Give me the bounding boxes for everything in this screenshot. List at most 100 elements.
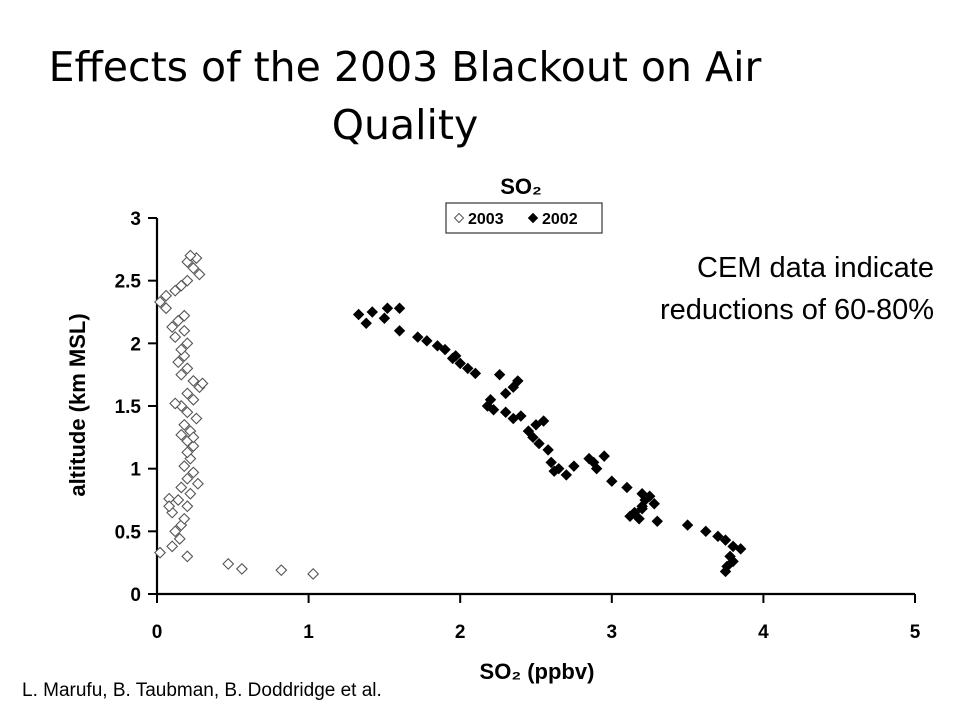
data-point-2003 — [160, 302, 173, 315]
legend-marker-2003 — [453, 212, 465, 224]
data-point-2002 — [648, 498, 660, 510]
data-point-2002 — [412, 331, 424, 343]
x-tick-label: 0 — [152, 622, 163, 643]
data-point-2002 — [462, 362, 474, 375]
data-point-2003 — [181, 446, 194, 459]
data-point-2002 — [366, 306, 378, 318]
data-point-2002 — [439, 343, 451, 356]
author-credit: L. Marufu, B. Taubman, B. Doddridge et a… — [22, 680, 382, 701]
data-point-2003 — [181, 337, 194, 350]
legend-label-2003: 2003 — [468, 211, 504, 228]
data-point-2003 — [178, 324, 191, 337]
data-point-2003 — [196, 377, 209, 390]
data-point-2002 — [537, 415, 550, 427]
data-point-2002 — [449, 350, 462, 362]
data-point-2002 — [651, 515, 663, 528]
data-point-2003 — [187, 393, 200, 406]
legend-label-2002: 2002 — [542, 211, 578, 228]
y-tick-label: 2.5 — [115, 272, 142, 293]
data-point-2003 — [154, 295, 167, 308]
data-point-2002 — [700, 525, 712, 538]
data-point-2003 — [181, 550, 194, 563]
data-point-2002 — [421, 335, 433, 347]
data-point-2003 — [175, 343, 188, 356]
data-point-2003 — [181, 472, 194, 485]
data-point-2003 — [187, 431, 200, 444]
x-tick-label: 4 — [758, 622, 769, 643]
data-point-2002 — [636, 503, 648, 515]
data-point-2003 — [175, 368, 188, 381]
data-point-2002 — [681, 519, 694, 531]
x-tick-label: 2 — [455, 622, 466, 643]
marks-layer — [154, 249, 747, 580]
data-point-2002 — [548, 465, 560, 477]
legend-box — [445, 202, 603, 234]
data-point-2003 — [235, 562, 248, 575]
data-point-2002 — [624, 510, 636, 523]
data-point-2002 — [507, 412, 519, 425]
x-tick-label: 5 — [910, 622, 921, 643]
y-tick-label: 1.5 — [115, 397, 142, 418]
data-point-2002 — [533, 437, 545, 450]
data-point-2003 — [181, 500, 194, 513]
data-point-2002 — [727, 555, 739, 568]
data-point-2003 — [160, 289, 173, 302]
slide-title-line-1: Effects of the 2003 Blackout on Air — [48, 43, 762, 91]
data-point-2002 — [527, 431, 539, 444]
data-point-2003 — [222, 557, 235, 570]
data-point-2002 — [487, 404, 500, 416]
data-point-2003 — [172, 494, 185, 506]
data-point-2003 — [166, 321, 179, 334]
callout-line-2: reductions of 60-80% — [659, 294, 934, 326]
data-point-2002 — [378, 312, 391, 324]
data-point-2002 — [598, 450, 610, 462]
data-point-2003 — [275, 564, 288, 577]
x-axis-title: SO₂ (ppbv) — [480, 659, 595, 684]
data-point-2003 — [184, 249, 197, 262]
data-point-2003 — [181, 406, 194, 419]
data-point-2002 — [507, 381, 519, 393]
data-point-2003 — [181, 274, 194, 287]
data-point-2003 — [190, 412, 203, 425]
y-tick-label: 0 — [130, 585, 141, 606]
y-tick-label: 0.5 — [115, 522, 142, 543]
data-point-2002 — [512, 375, 524, 387]
data-point-2002 — [493, 368, 506, 381]
data-point-2002 — [381, 302, 394, 314]
legend: SO₂ 2003 2002 — [445, 174, 603, 234]
data-point-2002 — [590, 462, 603, 475]
data-point-2003 — [173, 532, 186, 545]
y-tick-label: 2 — [130, 334, 141, 355]
callout-text: CEM data indicate reductions of 60-80% — [514, 247, 934, 331]
data-point-2003 — [178, 460, 191, 473]
data-point-2003 — [175, 481, 188, 494]
data-point-2002 — [606, 475, 618, 487]
data-point-2002 — [515, 410, 527, 422]
axes-layer: 0 1 2 3 4 5 0 0.5 1 1.5 2 2.5 3 — [115, 209, 921, 643]
data-point-2002 — [621, 481, 633, 494]
data-point-2002 — [542, 444, 554, 456]
data-point-2003 — [187, 262, 200, 275]
data-point-2003 — [163, 500, 176, 513]
chart-title: SO₂ — [500, 174, 542, 199]
x-tick-label: 3 — [607, 622, 618, 643]
data-point-2002 — [712, 530, 724, 543]
data-point-2002 — [568, 460, 580, 472]
data-point-2002 — [530, 419, 542, 431]
data-point-2002 — [522, 425, 535, 437]
data-point-2003 — [307, 567, 320, 580]
data-point-2003 — [166, 540, 179, 553]
legend-marker-2002 — [527, 212, 539, 224]
data-point-2003 — [175, 428, 188, 441]
data-point-2002 — [545, 456, 557, 469]
y-tick-label: 3 — [130, 209, 141, 230]
data-point-2003 — [169, 397, 182, 410]
slide-title-line-2: Quality — [331, 101, 479, 149]
data-point-2003 — [172, 356, 185, 369]
data-point-2002 — [734, 543, 747, 555]
y-tick-label: 1 — [130, 460, 141, 481]
data-point-2003 — [191, 477, 204, 490]
data-point-2003 — [181, 362, 194, 375]
data-point-2002 — [499, 387, 512, 400]
